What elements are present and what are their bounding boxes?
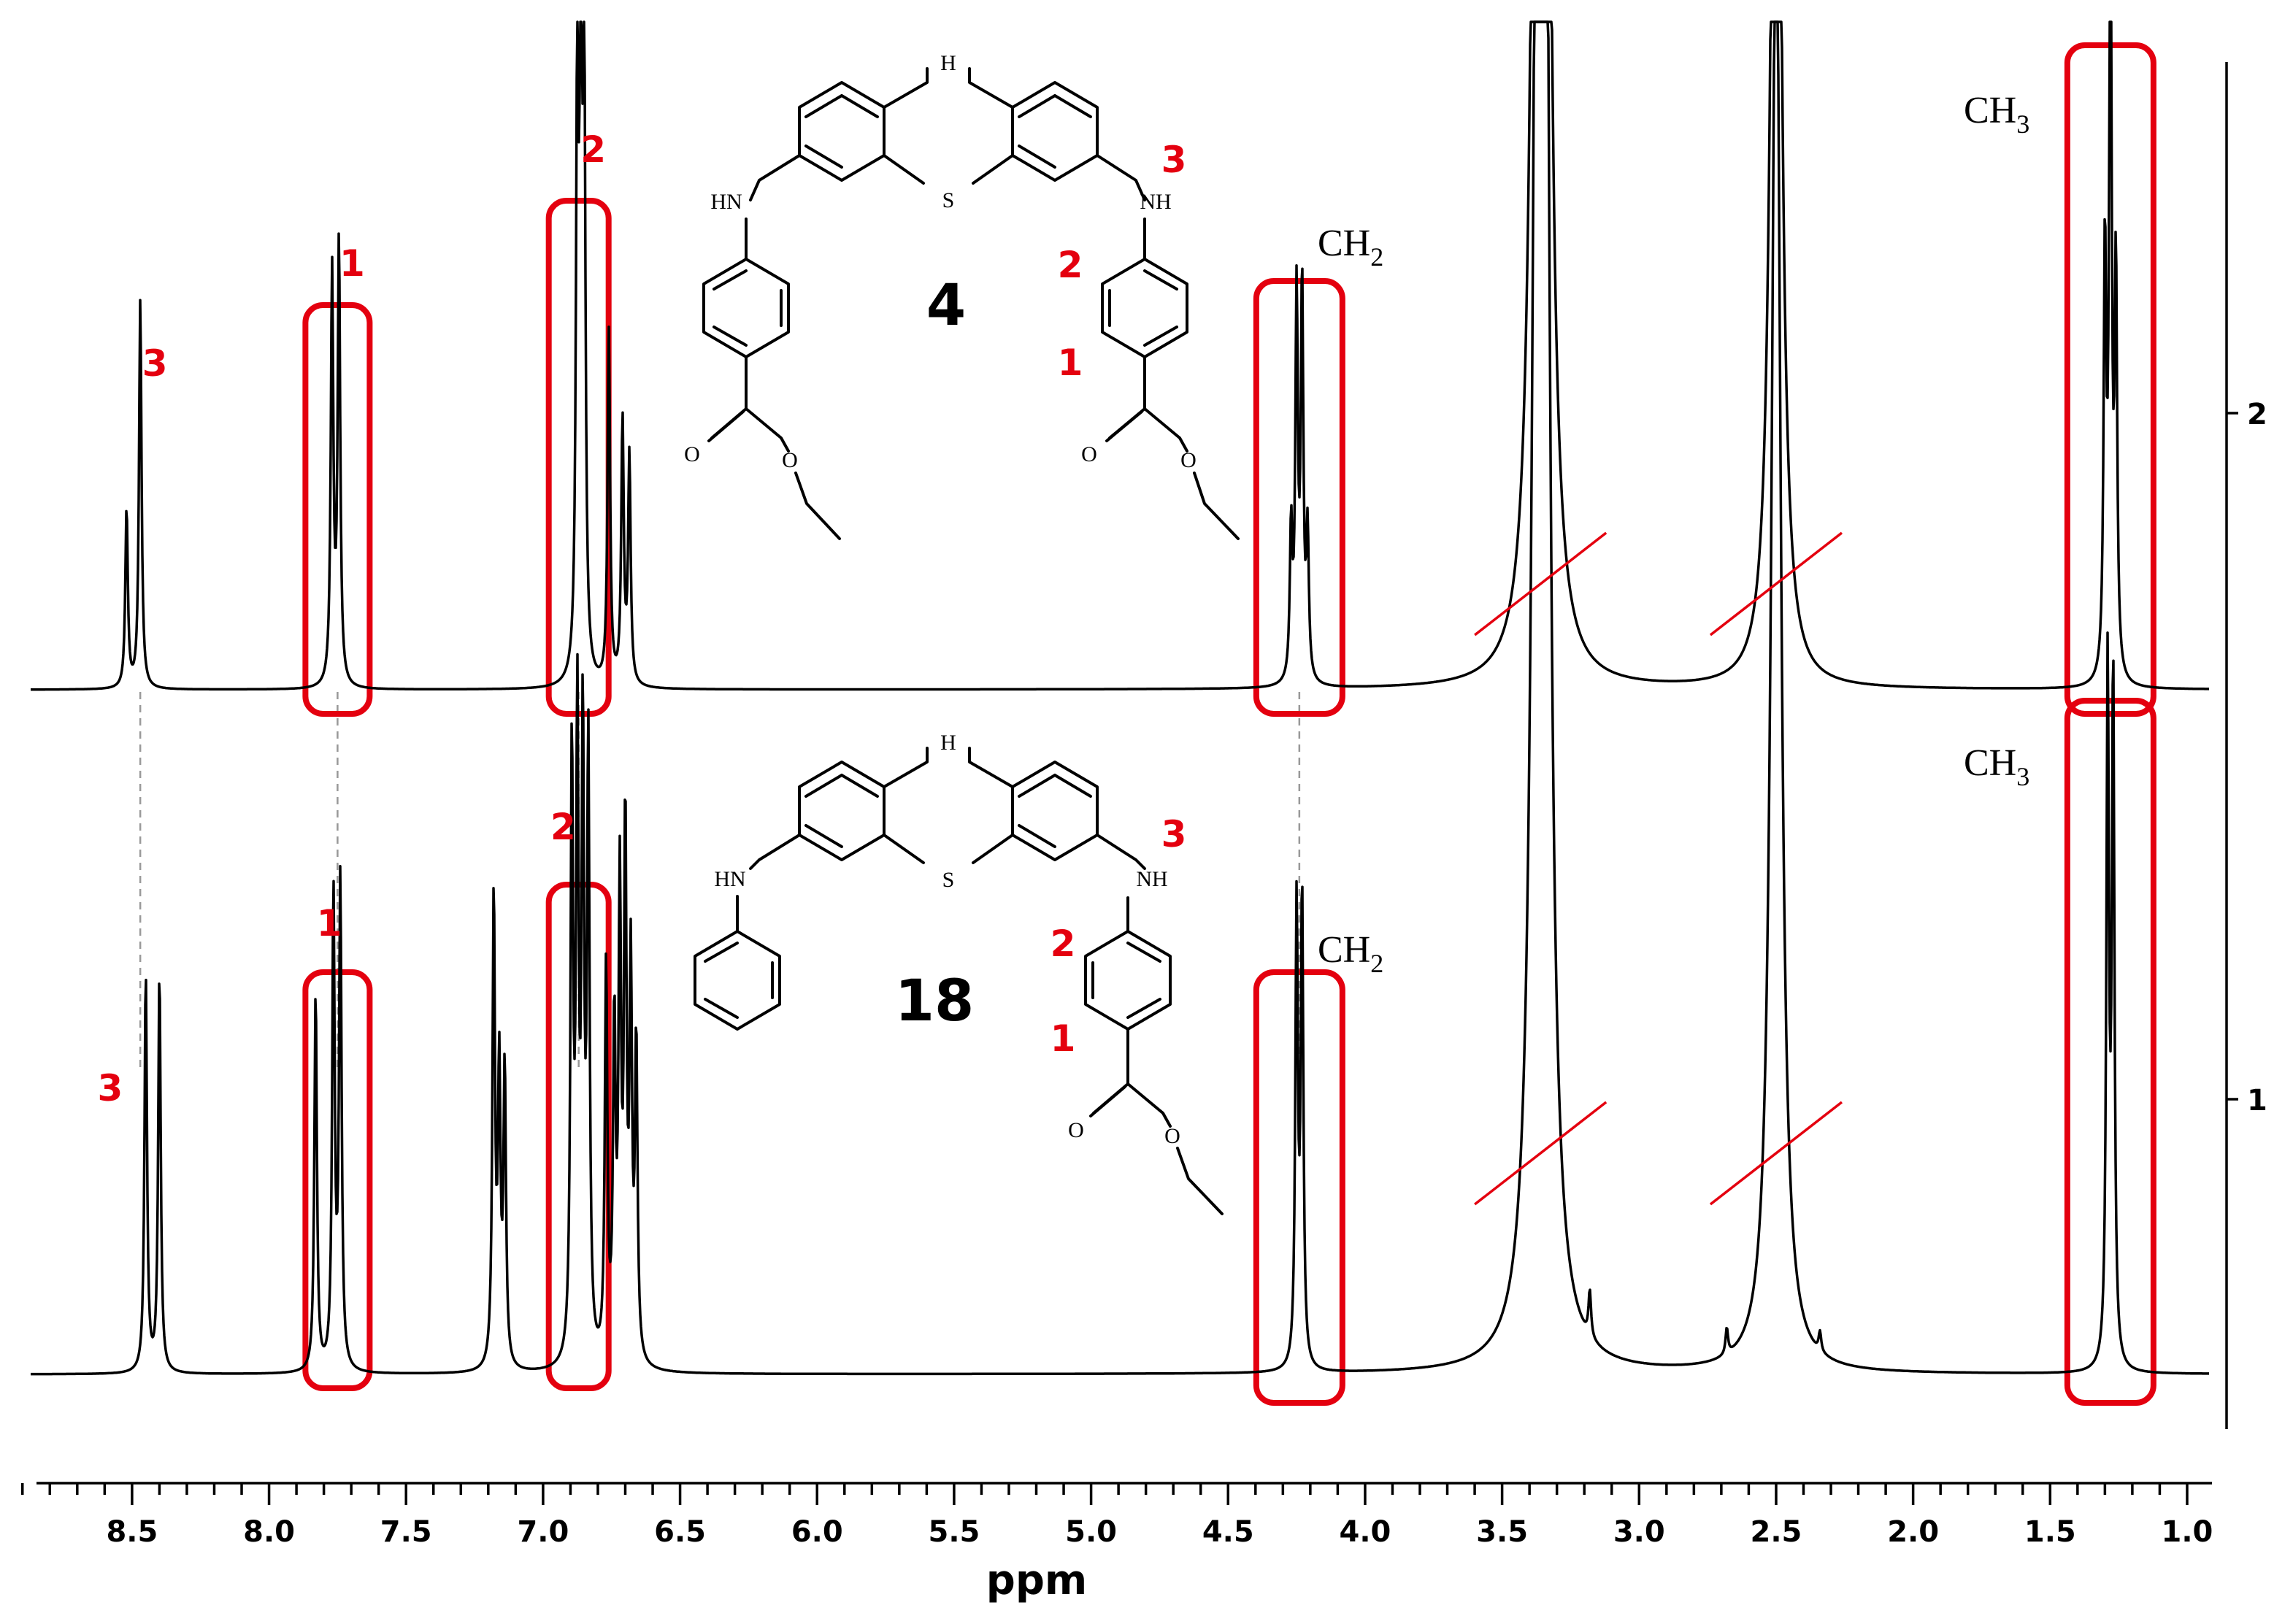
x-axis-title: ppm (986, 1557, 1088, 1604)
spectrum-trace-1 (30, 20, 2210, 1376)
truncation-mark (1709, 1101, 1843, 1206)
benzene-right-top (1101, 258, 1188, 358)
ester-right-bottom (1089, 1028, 1224, 1215)
right-axis: 21 (2225, 62, 2267, 1429)
x-axis-tick-label: 7.5 (380, 1515, 432, 1549)
ester-right-top (1105, 355, 1240, 540)
central-ring-top (883, 67, 1014, 185)
structure-position-1-top: 1 (1058, 342, 1083, 384)
x-axis-tick-label: 4.5 (1202, 1515, 1254, 1549)
peak-assignment-2: 2 (550, 806, 576, 848)
ester-left-top (707, 355, 841, 540)
peak-assignment-2: 2 (580, 128, 606, 171)
benzene-right-bottom (1084, 930, 1172, 1031)
central-ring-bottom (883, 747, 1014, 864)
benzene-left-inner-top (713, 269, 783, 347)
atom-s-top: S (942, 188, 955, 212)
nh-link-left-bottom (749, 834, 801, 870)
compound-label-4: 4 (926, 273, 966, 339)
x-axis-tick-label: 1.0 (2162, 1515, 2213, 1549)
peak-assignment-3: 3 (97, 1067, 123, 1109)
truncation-mark (1709, 531, 1843, 636)
ring-inner-bonds-bottom (804, 774, 1092, 848)
compound-label-18: 18 (895, 969, 975, 1034)
atom-hn-bottom: HN (714, 867, 745, 891)
atom-hn-top: HN (710, 190, 742, 214)
highlight-box (1253, 278, 1345, 717)
structure-position-3-top: 3 (1161, 139, 1187, 181)
group-label-ch2: CH2 (1318, 223, 1383, 272)
x-axis-tick-label: 5.0 (1065, 1515, 1117, 1549)
x-axis-tick-label: 6.0 (791, 1515, 843, 1549)
x-axis-tick-label: 4.0 (1340, 1515, 1391, 1549)
peak-assignment-3: 3 (142, 342, 168, 385)
atom-o-ether-bottom: O (1164, 1124, 1180, 1148)
x-axis-tick-label: 8.5 (106, 1515, 158, 1549)
x-axis-tick-label: 6.5 (654, 1515, 706, 1549)
x-axis-tick-label: 3.5 (1476, 1515, 1528, 1549)
truncation-marks (1474, 531, 1843, 1206)
atom-o-carbonyl-left-top: O (684, 442, 700, 466)
x-axis: 8.5 8.0 7.5 7.0 6.5 6.0 5.5 5.0 4.5 4.0 3.5 3.0 2.5 2… (20, 1482, 2213, 1549)
x-axis-tick-label: 3.0 (1613, 1515, 1665, 1549)
group-label-ch3: CH3 (1964, 742, 2029, 791)
structure-position-1-bottom: 1 (1051, 1017, 1076, 1060)
atom-h-top: H (940, 51, 956, 75)
benzene-right-inner-bottom (1091, 942, 1161, 1019)
highlight-box (545, 198, 612, 717)
atom-nh-top: NH (1140, 190, 1171, 214)
spectrum-traces (30, 20, 2210, 1376)
structure-position-2-bottom: 2 (1051, 923, 1076, 965)
group-label-ch2: CH2 (1318, 929, 1383, 978)
x-axis-tick-label: 5.5 (928, 1515, 980, 1549)
atom-h-bottom: H (940, 731, 956, 755)
highlight-box (2064, 698, 2156, 1406)
atom-o-ether-right-top: O (1180, 448, 1197, 472)
structure-compound-4: H S HN NH O O O O 3 2 1 (684, 51, 1240, 540)
atom-o-carbonyl-bottom: O (1068, 1118, 1084, 1142)
structure-position-2-top: 2 (1058, 244, 1083, 286)
x-axis-tick-label: 2.5 (1751, 1515, 1802, 1549)
phenyl-inner-bottom (704, 942, 774, 1019)
peak-assignment-1: 1 (339, 242, 365, 285)
peak-assignment-1: 1 (317, 902, 342, 944)
atom-o-carbonyl-right-top: O (1081, 442, 1097, 466)
peak-labels: 3 1 2 CH2 CH3 3 1 2 CH2 CH3 (97, 90, 2029, 1109)
x-axis-tick-label: 7.0 (517, 1515, 569, 1549)
nh-link-left-top (749, 154, 801, 201)
group-label-ch3: CH3 (1964, 90, 2029, 139)
truncation-mark (1474, 1101, 1608, 1206)
highlight-box (1253, 969, 1345, 1406)
benzene-right-inner-top (1108, 269, 1178, 347)
atom-nh-bottom: NH (1136, 867, 1167, 891)
right-axis-tick-label-2: 2 (2247, 398, 2267, 431)
atom-s-bottom: S (942, 868, 955, 892)
ring-inner-bonds-top (804, 94, 1092, 169)
nh-link-right-top (1096, 154, 1146, 201)
spectrum-trace-2 (30, 20, 2210, 691)
right-axis-tick-label-1: 1 (2247, 1084, 2267, 1117)
phenyl-ring-bottom (694, 930, 781, 1031)
structure-position-3-bottom: 3 (1161, 813, 1187, 855)
highlight-box (302, 969, 373, 1391)
truncation-mark (1474, 531, 1608, 636)
x-axis-tick-label: 1.5 (2024, 1515, 2076, 1549)
structure-compound-18: H S HN NH O O 3 2 1 (694, 731, 1224, 1215)
atom-o-ether-left-top: O (782, 448, 798, 472)
nh-link-right-bottom (1096, 834, 1146, 870)
x-axis-tick-label: 2.0 (1887, 1515, 1939, 1549)
x-axis-tick-label: 8.0 (243, 1515, 295, 1549)
benzene-left-top (702, 258, 790, 358)
